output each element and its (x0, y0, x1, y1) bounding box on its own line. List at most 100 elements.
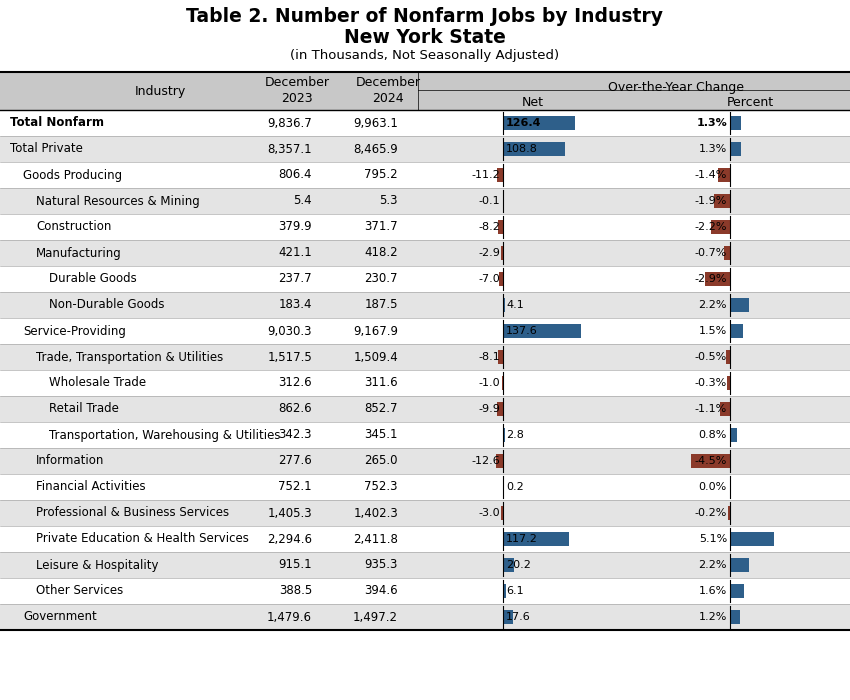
Text: -0.3%: -0.3% (694, 378, 727, 388)
Text: 8,465.9: 8,465.9 (354, 143, 398, 155)
Text: 418.2: 418.2 (365, 246, 398, 260)
Text: -2.9: -2.9 (478, 248, 500, 258)
Text: 311.6: 311.6 (365, 377, 398, 389)
Text: 1.6%: 1.6% (699, 586, 727, 596)
Text: 1,509.4: 1,509.4 (354, 351, 398, 363)
Bar (0, 552, 850, 578)
Bar (691, 454, 730, 468)
Text: 8,357.1: 8,357.1 (268, 143, 312, 155)
Bar (730, 142, 741, 156)
Text: -12.6: -12.6 (471, 456, 500, 466)
Text: 6.1: 6.1 (506, 586, 524, 596)
Text: -8.2: -8.2 (478, 222, 500, 232)
Text: New York State: New York State (344, 28, 506, 47)
Bar (496, 454, 503, 468)
Text: Non-Durable Goods: Non-Durable Goods (49, 298, 165, 312)
Bar (499, 272, 503, 286)
Bar (730, 298, 749, 312)
Text: Private Education & Health Services: Private Education & Health Services (36, 533, 249, 545)
Text: (in Thousands, Not Seasonally Adjusted): (in Thousands, Not Seasonally Adjusted) (291, 49, 559, 62)
Text: Wholesale Trade: Wholesale Trade (49, 377, 146, 389)
Text: 421.1: 421.1 (278, 246, 312, 260)
Text: 9,963.1: 9,963.1 (353, 116, 398, 130)
Text: 752.1: 752.1 (278, 480, 312, 494)
Text: 230.7: 230.7 (365, 272, 398, 286)
Text: 5.3: 5.3 (379, 195, 398, 207)
Bar (0, 578, 850, 604)
Text: 2.8: 2.8 (506, 430, 524, 440)
Text: Service-Providing: Service-Providing (23, 325, 126, 337)
Text: 345.1: 345.1 (365, 428, 398, 442)
Bar (503, 324, 581, 338)
Text: 126.4: 126.4 (506, 118, 541, 128)
Text: -1.0: -1.0 (479, 378, 500, 388)
Text: Goods Producing: Goods Producing (23, 169, 122, 181)
Bar (711, 220, 730, 234)
Text: 5.1%: 5.1% (699, 534, 727, 544)
Bar (0, 162, 850, 188)
Text: 935.3: 935.3 (365, 559, 398, 571)
Bar (726, 350, 730, 364)
Bar (730, 324, 743, 338)
Text: 5.4: 5.4 (293, 195, 312, 207)
Text: 379.9: 379.9 (278, 220, 312, 234)
Text: Total Nonfarm: Total Nonfarm (10, 116, 104, 130)
Bar (0, 422, 850, 448)
Bar (0, 526, 850, 552)
Text: 371.7: 371.7 (365, 220, 398, 234)
Text: 9,030.3: 9,030.3 (268, 325, 312, 337)
Text: Professional & Business Services: Professional & Business Services (36, 507, 230, 519)
Bar (503, 428, 505, 442)
Bar (0, 188, 850, 214)
Bar (705, 272, 730, 286)
Text: 312.6: 312.6 (278, 377, 312, 389)
Bar (498, 350, 503, 364)
Text: -9.9: -9.9 (478, 404, 500, 414)
Text: 277.6: 277.6 (278, 454, 312, 468)
Text: -0.1: -0.1 (479, 196, 500, 206)
Text: Trade, Transportation & Utilities: Trade, Transportation & Utilities (36, 351, 224, 363)
Text: 1,402.3: 1,402.3 (354, 507, 398, 519)
Text: -8.1: -8.1 (479, 352, 500, 362)
Text: Industry: Industry (134, 85, 185, 97)
Bar (730, 116, 741, 130)
Text: Government: Government (23, 610, 97, 624)
Text: 2,411.8: 2,411.8 (353, 533, 398, 545)
Text: -2.9%: -2.9% (694, 274, 727, 284)
Text: -11.2: -11.2 (471, 170, 500, 180)
Bar (0, 72, 850, 110)
Bar (0, 214, 850, 240)
Bar (0, 396, 850, 422)
Text: 9,836.7: 9,836.7 (267, 116, 312, 130)
Text: Other Services: Other Services (36, 584, 123, 598)
Bar (0, 448, 850, 474)
Text: Percent: Percent (727, 96, 774, 109)
Bar (502, 506, 503, 520)
Bar (497, 402, 503, 416)
Text: December
2023: December 2023 (264, 76, 330, 106)
Text: Natural Resources & Mining: Natural Resources & Mining (36, 195, 200, 207)
Text: -0.5%: -0.5% (694, 352, 727, 362)
Bar (503, 116, 575, 130)
Bar (0, 240, 850, 266)
Text: Construction: Construction (36, 220, 111, 234)
Text: 17.6: 17.6 (506, 612, 530, 622)
Text: Information: Information (36, 454, 105, 468)
Bar (728, 506, 730, 520)
Bar (718, 168, 730, 182)
Text: 2.2%: 2.2% (699, 300, 727, 310)
Text: 1.3%: 1.3% (699, 144, 727, 154)
Bar (503, 142, 564, 156)
Bar (0, 344, 850, 370)
Bar (496, 168, 503, 182)
Text: Leisure & Hospitality: Leisure & Hospitality (36, 559, 158, 571)
Bar (730, 428, 737, 442)
Text: 1,497.2: 1,497.2 (353, 610, 398, 624)
Text: Transportation, Warehousing & Utilities: Transportation, Warehousing & Utilities (49, 428, 280, 442)
Text: -1.1%: -1.1% (694, 404, 727, 414)
Text: 1.5%: 1.5% (699, 326, 727, 336)
Bar (498, 220, 503, 234)
Text: 108.8: 108.8 (506, 144, 538, 154)
Text: -2.2%: -2.2% (694, 222, 727, 232)
Text: 183.4: 183.4 (279, 298, 312, 312)
